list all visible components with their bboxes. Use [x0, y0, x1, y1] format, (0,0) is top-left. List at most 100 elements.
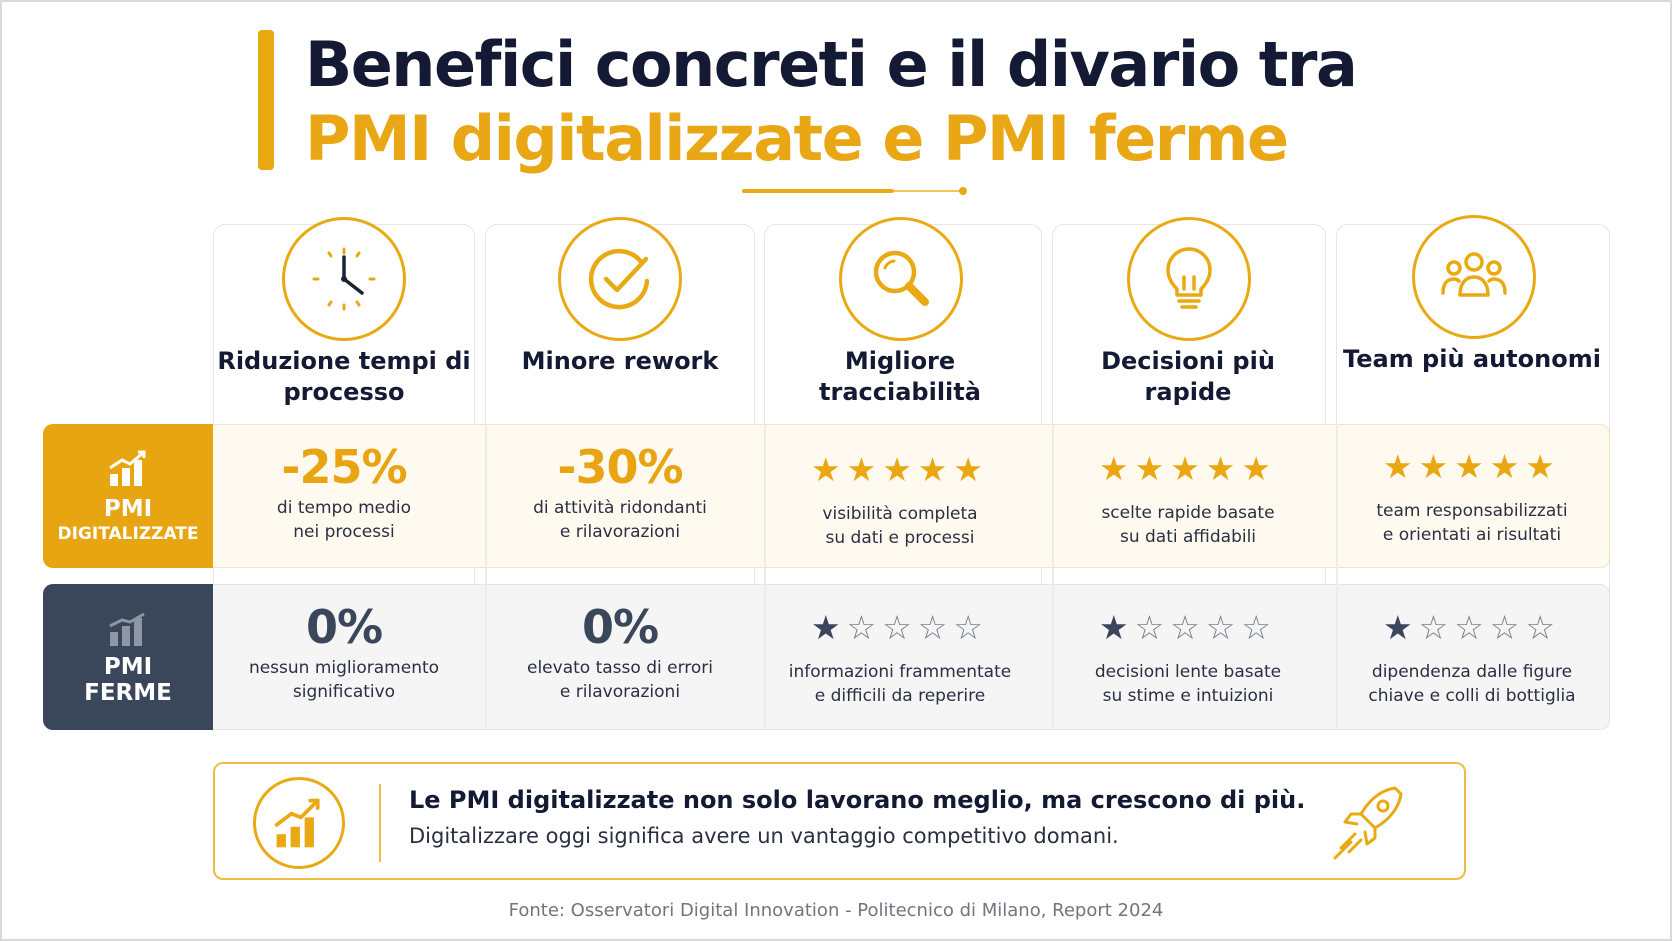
star-filled-icon: ★: [1134, 449, 1171, 488]
cell-digital-decisions: ★★★★★ scelte rapide basate su dati affid…: [1058, 451, 1318, 549]
star-filled-icon: ★: [1383, 447, 1419, 486]
star-rating: ★☆☆☆☆: [770, 610, 1030, 646]
row-label-digital: PMI DIGITALIZZATE: [43, 424, 213, 568]
metric-desc-line1: di tempo medio: [276, 498, 412, 518]
star-empty-icon: ☆: [846, 608, 883, 647]
cell-digital-team: ★★★★★ team responsabilizzati e orientati…: [1342, 449, 1602, 547]
star-empty-icon: ☆: [1134, 608, 1171, 647]
metric-desc-line2: e rilavorazioni: [559, 682, 681, 702]
metric-desc: team responsabilizzati e orientati ai ri…: [1342, 499, 1602, 547]
metric-desc: elevato tasso di errori e rilavorazioni: [490, 656, 750, 704]
metric-desc: decisioni lente basate su stime e intuiz…: [1058, 660, 1318, 708]
star-empty-icon: ☆: [882, 608, 918, 647]
star-empty-icon: ☆: [1418, 608, 1455, 647]
lightbulb-icon: [1127, 217, 1251, 341]
star-empty-icon: ☆: [1454, 608, 1490, 647]
row-digital: [43, 424, 1610, 568]
metric-desc-line2: e difficili da reperire: [814, 686, 986, 706]
title-underline-dot: [959, 187, 967, 195]
cell-stopped-time: 0% nessun miglioramento significativo: [214, 600, 474, 704]
star-filled-icon: ★: [1170, 449, 1206, 488]
callout-separator: [379, 784, 381, 862]
metric-desc: visibilità completa su dati e processi: [770, 502, 1030, 550]
cell-stopped-rework: 0% elevato tasso di errori e rilavorazio…: [490, 600, 750, 704]
column-title-decisions: Decisioni più rapide: [1101, 347, 1275, 406]
row-label-stopped-line1: PMI: [103, 654, 153, 680]
metric-value: 0%: [305, 600, 383, 654]
metric-desc: scelte rapide basate su dati affidabili: [1058, 501, 1318, 549]
metric-value: -25%: [281, 440, 407, 494]
cell-digital-time: -25% di tempo medio nei processi: [214, 440, 474, 544]
cell-digital-traceability: ★★★★★ visibilità completa su dati e proc…: [770, 452, 1030, 550]
star-empty-icon: ☆: [1241, 608, 1277, 647]
star-empty-icon: ☆: [953, 608, 989, 647]
star-rating: ★★★★★: [1058, 451, 1318, 487]
row-divider: [1336, 424, 1338, 730]
column-title-rework: Minore rework: [521, 347, 719, 375]
metric-value: 0%: [581, 600, 659, 654]
metric-desc-line2: chiave e colli di bottiglia: [1368, 686, 1576, 706]
title-underline: [742, 189, 894, 193]
check-circle-icon: [558, 217, 682, 341]
star-filled-icon: ★: [846, 450, 883, 489]
metric-desc-line1: di attività ridondanti: [533, 498, 707, 518]
star-filled-icon: ★: [811, 450, 847, 489]
metric-desc-line1: dipendenza dalle figure: [1371, 662, 1573, 682]
row-divider: [485, 424, 487, 730]
source-note: Fonte: Osservatori Digital Innovation - …: [508, 900, 1164, 921]
star-filled-icon: ★: [1525, 447, 1561, 486]
magnifier-icon: [839, 217, 963, 341]
metric-desc-line1: visibilità completa: [822, 504, 978, 524]
clock-icon: [282, 217, 406, 341]
metric-desc-line2: nei processi: [293, 522, 395, 542]
growth-chart-icon: [253, 777, 345, 869]
star-filled-icon: ★: [1454, 447, 1490, 486]
star-rating: ★☆☆☆☆: [1342, 610, 1602, 646]
cell-digital-rework: -30% di attività ridondanti e rilavorazi…: [490, 440, 750, 544]
star-filled-icon: ★: [1418, 447, 1455, 486]
star-filled-icon: ★: [917, 450, 954, 489]
bar-chart-flat-icon: [109, 612, 145, 646]
row-divider: [1052, 424, 1054, 730]
metric-value: -30%: [557, 440, 683, 494]
bar-chart-growth-icon: [109, 450, 146, 486]
title-underline-thin: [894, 190, 960, 192]
metric-desc-line2: su dati e processi: [825, 528, 975, 548]
metric-desc-line1: team responsabilizzati: [1376, 501, 1568, 521]
title-accent-bar: [258, 30, 274, 170]
metric-desc: di attività ridondanti e rilavorazioni: [490, 496, 750, 544]
metric-desc-line2: e rilavorazioni: [559, 522, 681, 542]
star-rating: ★☆☆☆☆: [1058, 610, 1318, 646]
page-title-line1: Benefici concreti e il divario tra: [305, 28, 1358, 101]
star-empty-icon: ☆: [1170, 608, 1206, 647]
metric-desc-line1: scelte rapide basate: [1101, 503, 1275, 523]
star-empty-icon: ☆: [917, 608, 954, 647]
star-filled-icon: ★: [1099, 608, 1135, 647]
callout-subline: Digitalizzare oggi significa avere un va…: [409, 824, 1119, 848]
team-icon: [1412, 215, 1536, 339]
callout-box: Le PMI digitalizzate non solo lavorano m…: [213, 762, 1466, 880]
star-rating: ★★★★★: [1342, 449, 1602, 485]
star-empty-icon: ☆: [1205, 608, 1242, 647]
star-empty-icon: ☆: [1489, 608, 1526, 647]
metric-desc: dipendenza dalle figure chiave e colli d…: [1342, 660, 1602, 708]
column-title-traceability: Migliore tracciabilità: [819, 347, 981, 406]
metric-desc-line2: significativo: [292, 682, 396, 702]
row-label-stopped-line2: FERME: [84, 680, 172, 706]
row-label-digital-line1: PMI: [103, 496, 153, 522]
row-label-stopped: PMI FERME: [43, 584, 213, 730]
star-filled-icon: ★: [1205, 449, 1242, 488]
star-filled-icon: ★: [1489, 447, 1526, 486]
rocket-icon: [1333, 786, 1403, 860]
star-filled-icon: ★: [1383, 608, 1419, 647]
metric-desc: nessun miglioramento significativo: [214, 656, 474, 704]
column-title-team: Team più autonomi: [1343, 345, 1601, 373]
row-stopped: [43, 584, 1610, 730]
metric-desc-line1: informazioni frammentate: [788, 662, 1012, 682]
star-filled-icon: ★: [1099, 449, 1135, 488]
metric-desc-line1: elevato tasso di errori: [527, 658, 713, 678]
star-empty-icon: ☆: [1525, 608, 1561, 647]
metric-desc-line1: decisioni lente basate: [1094, 662, 1282, 682]
metric-desc: informazioni frammentate e difficili da …: [770, 660, 1030, 708]
